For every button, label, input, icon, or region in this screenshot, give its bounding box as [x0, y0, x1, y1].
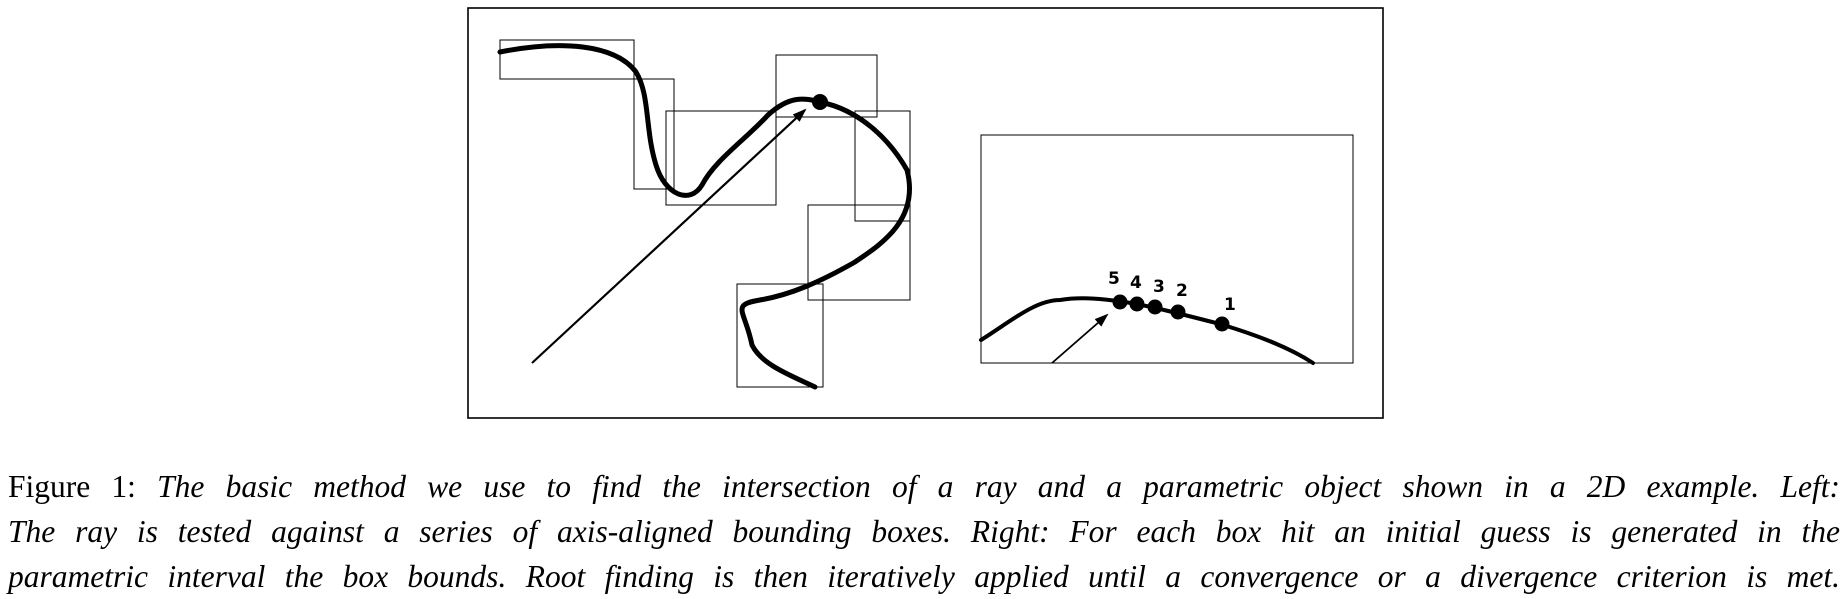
bounding-box — [633, 78, 675, 190]
right-panel: 5 4 3 2 1 — [979, 134, 1354, 365]
zoom-box — [980, 134, 1354, 364]
iteration-point-1 — [1214, 316, 1230, 332]
bounding-box — [854, 110, 911, 222]
parametric-curve-zoomed — [979, 296, 1315, 365]
bounding-box — [807, 204, 911, 301]
iteration-point-2 — [1170, 304, 1186, 320]
iteration-point-3 — [1147, 299, 1163, 315]
caption-line-2: The ray is tested against a series of ax… — [8, 514, 1840, 549]
iteration-label: 1 — [1224, 295, 1236, 315]
figure-caption: Figure 1: The basic method we use to fin… — [8, 464, 1840, 599]
caption-text-line-1: The basic method we use to find the inte… — [157, 469, 1840, 504]
caption-figure-number: Figure 1: — [8, 469, 158, 504]
ray-arrow-zoomed — [1051, 313, 1109, 364]
iteration-label: 4 — [1130, 273, 1142, 293]
figure-diagram: 5 4 3 2 1 — [467, 7, 1384, 419]
bounding-box — [499, 39, 635, 80]
ray-arrow — [531, 108, 807, 364]
bounding-box — [665, 110, 777, 206]
figure-frame — [467, 7, 1384, 419]
bounding-box — [775, 54, 878, 118]
iteration-point-4 — [1129, 296, 1145, 312]
iteration-point-5 — [1112, 294, 1128, 310]
iteration-label: 3 — [1153, 277, 1165, 297]
intersection-point — [812, 94, 828, 110]
iteration-label: 2 — [1176, 281, 1188, 301]
caption-line-3: parametric interval the box bounds. Root… — [8, 559, 1840, 594]
left-panel — [497, 39, 912, 390]
bounding-box — [736, 283, 824, 388]
iteration-label: 5 — [1108, 269, 1120, 289]
caption-line-1: Figure 1: The basic method we use to fin… — [8, 464, 1840, 509]
